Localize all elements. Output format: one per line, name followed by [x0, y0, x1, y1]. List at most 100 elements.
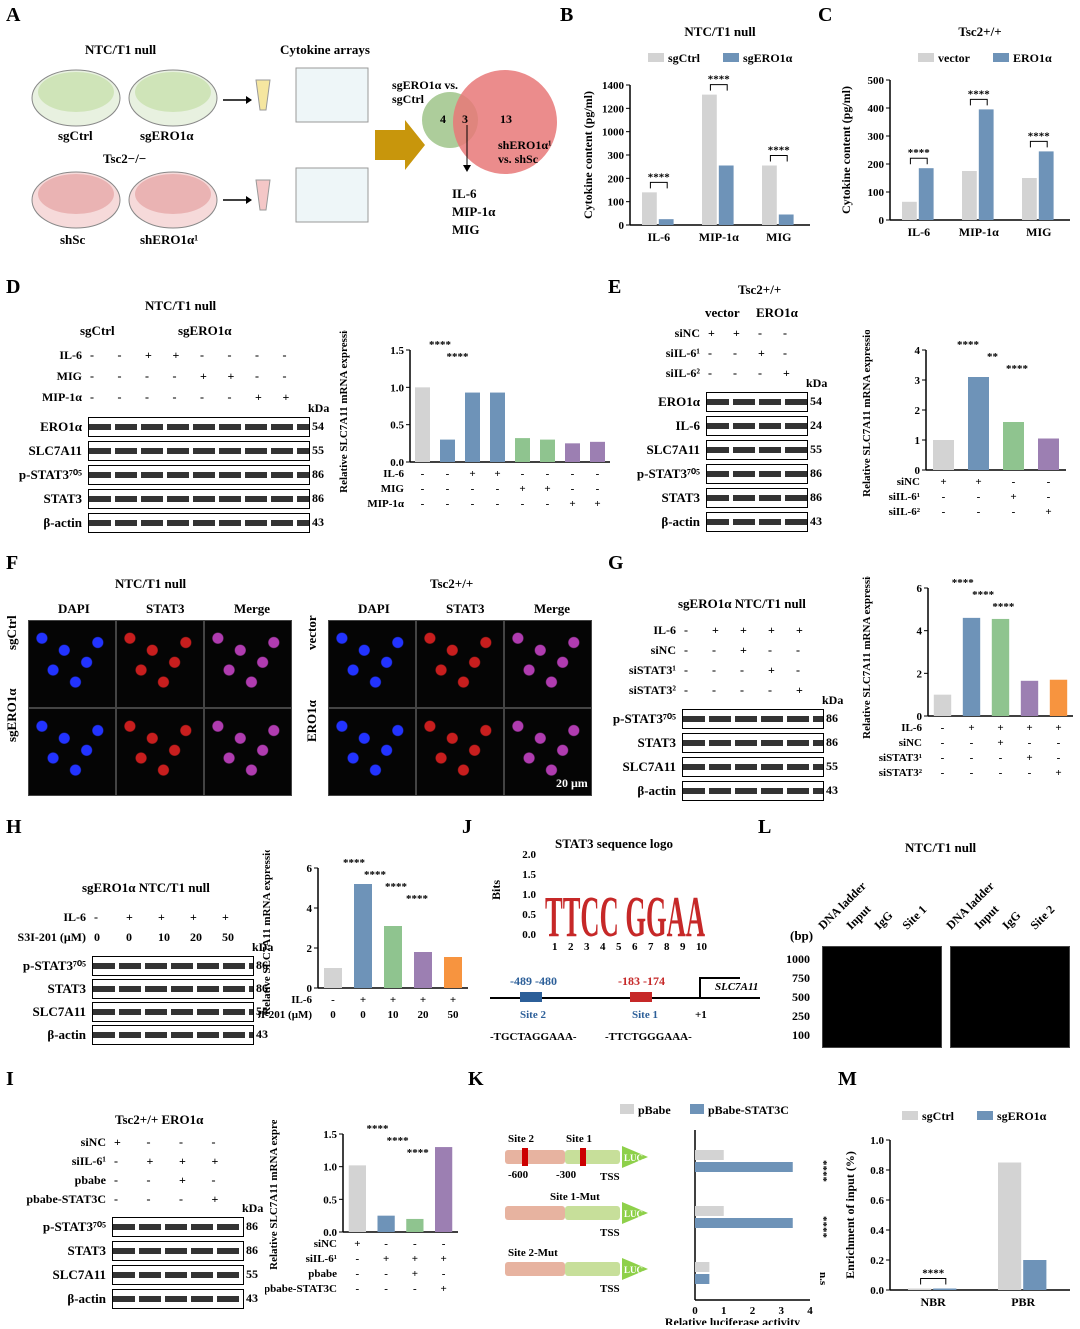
legend-label: sgERO1α: [743, 51, 793, 65]
y-tick-label: 1.0: [390, 382, 404, 394]
pos600-label: -600: [508, 1169, 529, 1181]
blot-band: [682, 757, 824, 777]
row-value: -: [941, 722, 945, 734]
blot-label: p-STAT3⁷⁰⁵: [22, 958, 86, 973]
site1-pos: -183 -174: [618, 974, 665, 988]
row-value: -: [521, 468, 525, 480]
y-tick-label: 2: [917, 668, 923, 680]
row-value: -: [356, 1283, 360, 1295]
treatment-value: 0: [94, 930, 100, 944]
treatment-value: +: [179, 1154, 186, 1168]
row-value: 10: [388, 1009, 400, 1021]
treatment-value: -: [179, 1192, 183, 1206]
row-value: -: [571, 483, 575, 495]
x-tick-label: 1: [721, 1305, 727, 1317]
kda-value: 86: [312, 491, 324, 505]
row-value: -: [384, 1283, 388, 1295]
bar: [515, 438, 530, 462]
y-tick-label: 0.8: [870, 1165, 884, 1177]
blot-band: [88, 513, 310, 533]
blot-band: [682, 781, 824, 801]
treatment-value: +: [211, 1192, 219, 1206]
y-tick-label: 100: [868, 187, 885, 199]
y-axis-label: Relative SLC7A11 mRNA expression: [261, 850, 273, 1015]
row-value: -: [446, 483, 450, 495]
row-value: +: [968, 722, 974, 734]
sig-label: ****: [1006, 363, 1029, 375]
y-tick-label: 100: [608, 197, 625, 209]
treatment-value: -: [733, 346, 737, 360]
row-label: pbabe-STAT3C: [265, 1283, 337, 1295]
treatment-label: siSTAT3¹: [628, 663, 676, 677]
treatment-value: +: [796, 683, 803, 697]
row-value: -: [999, 767, 1003, 779]
legend-swatch: [723, 53, 739, 62]
blot-band: [706, 512, 808, 532]
treatment-value: -: [211, 1135, 216, 1149]
dish-shsc-label: shSc: [60, 232, 86, 247]
treatment-label: siSTAT3²: [628, 683, 676, 697]
y-axis-label: Cytokine content (pg/ml): [839, 86, 853, 214]
panel-d-header: NTC/T1 null: [145, 298, 217, 313]
panel-label-l: L: [758, 816, 772, 838]
gene-label: SLC7A11: [715, 981, 758, 993]
treatment-value: -: [783, 346, 787, 360]
bar: [908, 1288, 932, 1290]
pos300-label: -300: [556, 1169, 577, 1181]
y-axis-label: Relative SLC7A11 mRNA expression: [861, 576, 873, 739]
micrograph: [116, 708, 204, 796]
sig-bracket: [920, 1278, 947, 1285]
treatment-value: -: [758, 366, 762, 380]
treatment-label: IL-6: [59, 348, 82, 362]
micrograph: [416, 620, 504, 708]
treatment-value: -: [708, 366, 712, 380]
row-label: IL-6: [383, 468, 404, 480]
row-value: -: [421, 468, 425, 480]
blot-band: [88, 465, 310, 485]
blot-label: p-STAT3⁷⁰⁵: [18, 467, 82, 482]
row-value: +: [1055, 722, 1061, 734]
treatment-label: siIL-6¹: [71, 1154, 106, 1168]
row-value: +: [412, 1268, 418, 1280]
row-label: IL-6: [901, 722, 922, 734]
y-axis-label: Enrichment of input (%): [843, 1151, 857, 1279]
band-pattern: [93, 1009, 253, 1015]
row-value: -: [546, 498, 550, 510]
y-tick-label: 4: [917, 626, 923, 638]
bar: [324, 968, 342, 988]
venn-num-right: 13: [500, 112, 512, 126]
treatment-value: -: [90, 390, 94, 404]
panel-e-g2: ERO1α: [756, 305, 798, 320]
bar: [642, 192, 657, 225]
blot-band: [92, 956, 254, 976]
tss-label: +1: [695, 1009, 707, 1021]
bar: [490, 392, 505, 462]
micro-row-label: sgERO1α: [4, 688, 19, 743]
treatment-value: +: [796, 623, 803, 637]
sig-label: ****: [364, 869, 387, 881]
logo-position: 7: [648, 941, 654, 953]
blot-label: SLC7A11: [32, 1004, 86, 1019]
y-tick-label: 0: [619, 220, 625, 232]
row-value: -: [331, 994, 335, 1006]
logo-position: 5: [616, 941, 622, 953]
x-axis-label: Relative luciferase activity: [665, 1315, 800, 1325]
sig-label: ****: [367, 1123, 390, 1135]
bar: [1049, 679, 1068, 716]
kda-header: kDa: [308, 401, 330, 415]
legend-label: vector: [938, 51, 971, 65]
treatment-value: -: [200, 390, 204, 404]
lane-label: IgG: [999, 908, 1024, 933]
panel-f-left-title: NTC/T1 null: [115, 576, 187, 591]
treatment-value: -: [796, 663, 800, 677]
micrograph: [28, 708, 116, 796]
treatment-value: -: [179, 1135, 183, 1149]
y-tick-label: 4: [307, 903, 313, 915]
sig-label: ****: [407, 1147, 430, 1159]
x-tick-label: MIP-1α: [959, 225, 999, 239]
micro-col-label: DAPI: [358, 601, 390, 616]
row-value: -: [1012, 476, 1016, 488]
y-tick-label: 500: [868, 75, 885, 87]
treatment-value: +: [179, 1173, 186, 1187]
treatment-value: -: [783, 326, 787, 340]
